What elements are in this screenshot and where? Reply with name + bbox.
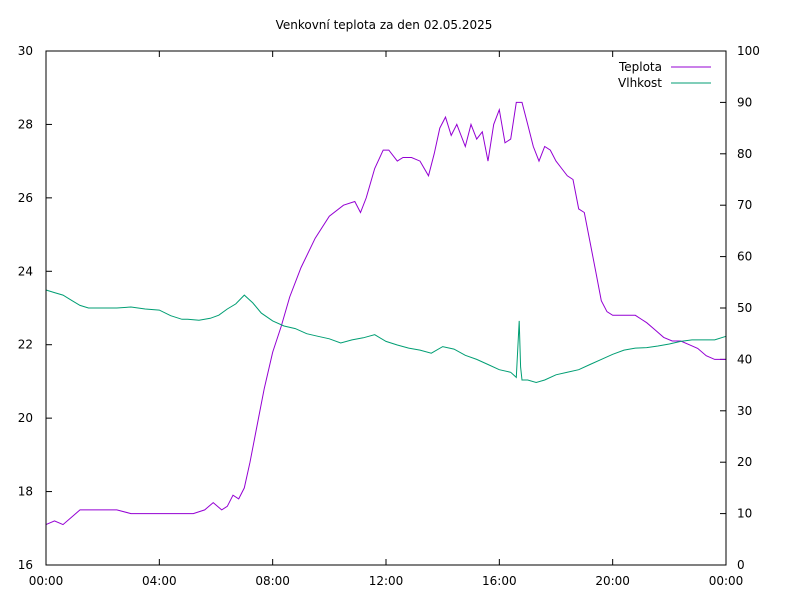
y-right-tick-label: 70 xyxy=(737,198,752,212)
y-right-tick-label: 30 xyxy=(737,404,752,418)
x-tick-label: 00:00 xyxy=(709,574,744,588)
y-left-tick-label: 22 xyxy=(18,338,33,352)
y-right-tick-label: 0 xyxy=(737,558,745,572)
y-left-tick-label: 20 xyxy=(18,411,33,425)
series-line-teplota xyxy=(45,101,726,526)
legend-label: Teplota xyxy=(618,60,662,74)
y-right-tick-label: 60 xyxy=(737,250,752,264)
x-tick-label: 16:00 xyxy=(482,574,517,588)
chart-title: Venkovní teplota za den 02.05.2025 xyxy=(276,18,493,32)
plot-frame xyxy=(45,50,727,566)
y-right-tick-label: 50 xyxy=(737,301,752,315)
y-right-tick-label: 90 xyxy=(737,95,752,109)
y-right-tick-label: 20 xyxy=(737,455,752,469)
y-right-tick-label: 80 xyxy=(737,147,752,161)
x-tick-label: 08:00 xyxy=(255,574,290,588)
x-tick-label: 12:00 xyxy=(369,574,404,588)
y-left-tick-label: 18 xyxy=(18,485,33,499)
series-line-vlhkost xyxy=(45,289,727,384)
legend: Teplota Vlhkost xyxy=(618,60,711,90)
x-tick-label: 20:00 xyxy=(595,574,630,588)
x-tick-label: 04:00 xyxy=(142,574,177,588)
y-right-tick-label: 100 xyxy=(737,44,760,58)
y-left-tick-label: 16 xyxy=(18,558,33,572)
y-left-tick-label: 26 xyxy=(18,191,33,205)
legend-label: Vlhkost xyxy=(618,76,662,90)
y-left-tick-label: 28 xyxy=(18,117,33,131)
y-right-tick-label: 40 xyxy=(737,352,752,366)
y-left-tick-label: 30 xyxy=(18,44,33,58)
x-tick-label: 00:00 xyxy=(29,574,64,588)
y-right-tick-label: 10 xyxy=(737,507,752,521)
y-left-tick-label: 24 xyxy=(18,264,33,278)
